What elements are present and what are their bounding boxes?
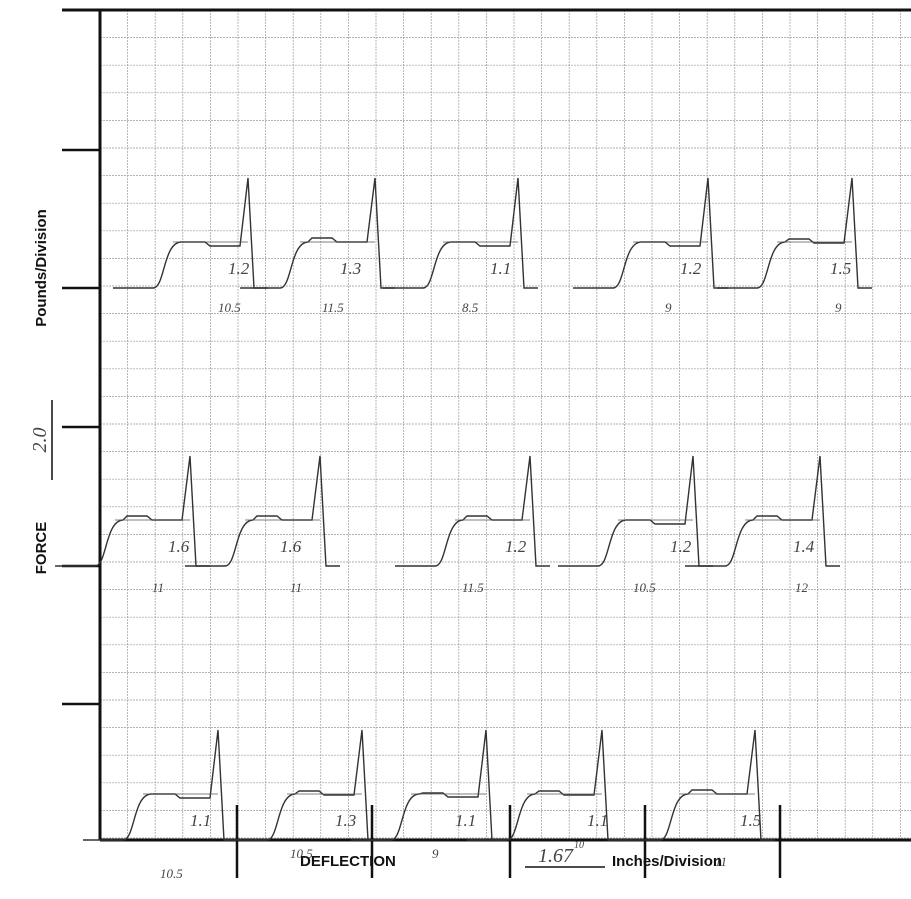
- peak-label: 1.3: [335, 811, 356, 830]
- traces: 1.2 10.5 1.3 11.5 1.1 8.5 1.2 9 1.5 9 1.6 11 1.6 11 1.…: [55, 178, 872, 881]
- peak-label: 1.1: [190, 811, 211, 830]
- trace: [83, 730, 238, 840]
- trace: [227, 730, 382, 840]
- note: 9: [432, 846, 439, 861]
- peak-label: 1.6: [280, 537, 302, 556]
- force-label: FORCE: [33, 522, 50, 575]
- peak-label: 1.5: [740, 811, 761, 830]
- peak-label: 1.1: [587, 811, 608, 830]
- trace: [351, 730, 506, 840]
- trace: [383, 178, 538, 288]
- peak-label: 1.1: [455, 811, 476, 830]
- note: 12: [795, 580, 809, 595]
- trace: [573, 178, 728, 288]
- deflection-label: DEFLECTION: [300, 853, 396, 870]
- note: 10.5: [218, 300, 241, 315]
- force-unit: Pounds/Division: [33, 209, 50, 327]
- peak-label: 1.2: [670, 537, 692, 556]
- peak-label: 1.1: [490, 259, 511, 278]
- note: 11: [152, 580, 164, 595]
- peak-label: 1.2: [228, 259, 250, 278]
- note: 11.5: [322, 300, 344, 315]
- peak-label: 1.3: [340, 259, 361, 278]
- trace: [240, 178, 395, 288]
- note: 11.5: [462, 580, 484, 595]
- deflection-unit: Inches/Division: [612, 853, 722, 870]
- force-value: 2.0: [29, 428, 51, 453]
- note: 10.5: [160, 866, 183, 881]
- peak-label: 1.6: [168, 537, 190, 556]
- trace: [185, 456, 340, 566]
- deflection-note: 10: [574, 840, 584, 851]
- peak-label: 1.2: [505, 537, 527, 556]
- peak-label: 1.4: [793, 537, 815, 556]
- trace: [395, 456, 550, 566]
- note: 9: [835, 300, 842, 315]
- note: 10.5: [633, 580, 656, 595]
- note: 8.5: [462, 300, 479, 315]
- peak-label: 1.2: [680, 259, 702, 278]
- peak-label: 1.5: [830, 259, 851, 278]
- note: 11: [290, 580, 302, 595]
- recorder-chart: 1.2 10.5 1.3 11.5 1.1 8.5 1.2 9 1.5 9 1.6 11 1.6 11 1.…: [0, 0, 911, 899]
- deflection-value: 1.67: [538, 845, 574, 867]
- note: 9: [665, 300, 672, 315]
